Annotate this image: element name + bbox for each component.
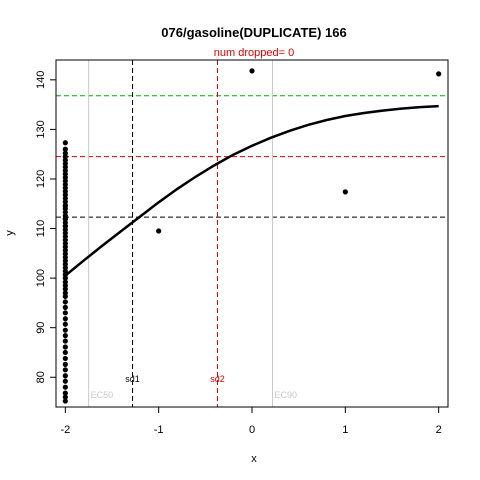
data-point <box>62 304 68 310</box>
y-tick-label: 100 <box>35 269 47 287</box>
x-tick-label: 0 <box>249 424 255 436</box>
y-tick-label: 130 <box>35 120 47 138</box>
y-tick-label: 120 <box>35 170 47 188</box>
data-point <box>249 68 255 74</box>
x-tick-label: 1 <box>342 424 348 436</box>
fit-curve <box>64 104 439 277</box>
y-tick-label: 140 <box>35 71 47 89</box>
data-point <box>156 228 162 234</box>
data-point <box>62 378 68 384</box>
data-point <box>62 316 68 322</box>
data-point <box>62 146 68 152</box>
data-point <box>62 321 68 327</box>
x-tick-label: -1 <box>154 424 164 436</box>
data-point <box>62 290 68 296</box>
scatter-points <box>62 68 442 404</box>
data-point <box>62 367 68 373</box>
data-point <box>62 203 68 209</box>
data-point <box>62 384 68 390</box>
y-axis: 80 90 100 110 120 130 140 <box>35 71 56 383</box>
y-tick-label: 80 <box>35 371 47 383</box>
y-tick-label: 110 <box>35 220 47 238</box>
data-point <box>62 361 68 367</box>
data-point <box>62 216 68 222</box>
data-point <box>62 338 68 344</box>
fit-curve-layer <box>64 104 439 277</box>
vline-label-sd2: sd2 <box>210 374 225 384</box>
data-point <box>436 71 442 77</box>
data-point <box>62 398 68 404</box>
data-point <box>62 140 68 146</box>
data-point <box>62 299 68 305</box>
data-point <box>62 349 68 356</box>
y-tick-label: 90 <box>35 322 47 334</box>
data-point <box>62 327 68 333</box>
x-tick-label: -2 <box>60 424 70 436</box>
chart-subtitle: num dropped= 0 <box>214 47 294 59</box>
vline-label-ec90: EC90 <box>275 390 298 400</box>
reference-lines: sd1 sd2 EC50 EC90 <box>56 60 448 407</box>
data-point <box>62 310 68 316</box>
x-tick-label: 2 <box>436 424 442 436</box>
x-axis-label: x <box>251 453 257 465</box>
data-point <box>62 373 68 379</box>
vline-label-sd1: sd1 <box>125 374 140 384</box>
data-point <box>62 355 68 362</box>
data-point <box>62 150 68 156</box>
data-point <box>62 394 68 400</box>
data-point <box>62 390 68 396</box>
chart-title: 076/gasoline(DUPLICATE) 166 <box>161 25 346 40</box>
data-point <box>62 223 68 229</box>
vline-label-ec50: EC50 <box>91 390 114 400</box>
data-point <box>62 279 68 285</box>
data-point <box>62 333 68 339</box>
x-axis: -2 -1 0 1 2 <box>60 407 442 436</box>
data-point <box>62 344 68 350</box>
y-axis-label: y <box>4 230 16 236</box>
data-point <box>342 189 348 195</box>
